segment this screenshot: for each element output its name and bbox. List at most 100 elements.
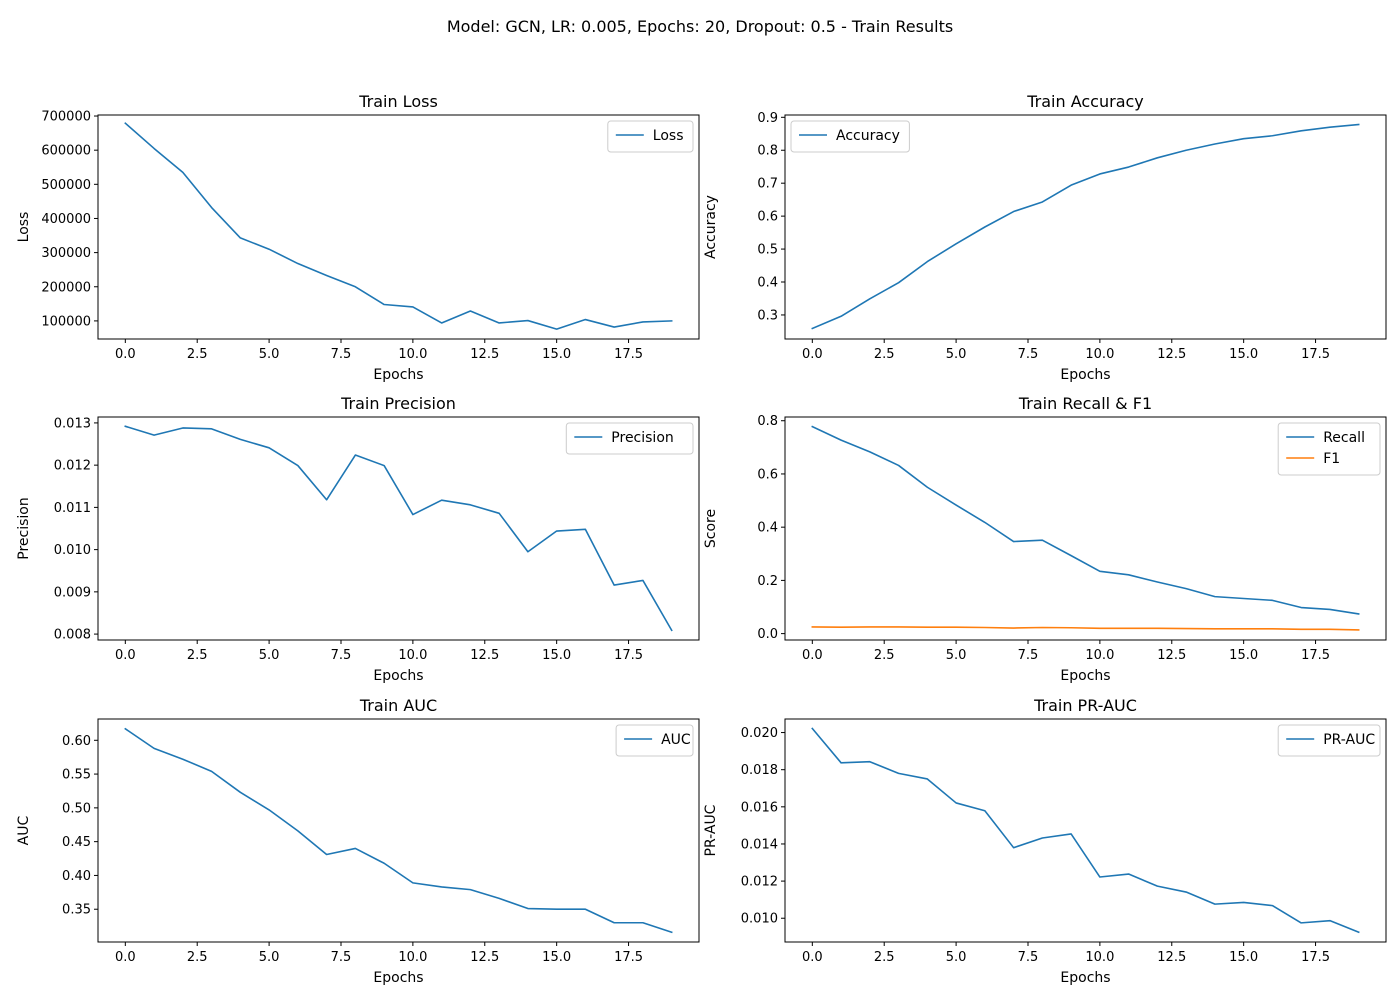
chart-0-x-tick-label: 5.0 (259, 347, 280, 362)
chart-4-y-tick-label: 0.50 (62, 801, 91, 816)
chart-4-x-tick-label: 12.5 (470, 950, 499, 965)
chart-3-legend-label-f1: F1 (1323, 451, 1340, 467)
chart-5-series-pr-auc-line (811, 727, 1360, 934)
chart-4-legend-box (615, 724, 694, 757)
chart-2-x-tick-label: 12.5 (470, 648, 499, 663)
chart-0-panel: Train Loss 0.0 2.5 5.0 7.5 10.0 12.5 15.0 17.5 10… (16, 92, 700, 383)
chart-3-legend-box (1277, 422, 1381, 476)
chart-3-x-axis-label: Epochs (1060, 668, 1110, 684)
chart-1-y-tick-label: 0.4 (757, 276, 778, 291)
chart-0-x-axis-label: Epochs (373, 367, 423, 383)
figure-title: Model: GCN, LR: 0.005, Epochs: 20, Dropo… (447, 17, 953, 36)
chart-3-y-tick-label: 0.2 (757, 574, 778, 589)
chart-3-x-tick-label: 0.0 (802, 648, 823, 663)
chart-3-x-tick-label: 12.5 (1157, 648, 1186, 663)
chart-0-legend-label-loss: Loss (653, 128, 684, 144)
chart-1-x-tick-label: 17.5 (1301, 347, 1330, 362)
chart-4-y-tick-label: 0.35 (62, 903, 91, 918)
chart-0-x-tick-label: 0.0 (115, 347, 136, 362)
chart-5-x-tick-label: 0.0 (802, 950, 823, 965)
chart-5-legend-label-pr-auc: PR-AUC (1323, 732, 1375, 748)
chart-2-x-tick-label: 15.0 (542, 648, 571, 663)
chart-2-series-precision-line (124, 425, 673, 632)
chart-1-y-tick-label: 0.5 (757, 243, 778, 258)
chart-3-legend: Recall F1 (1277, 422, 1381, 476)
chart-0-x-tick-label: 2.5 (187, 347, 208, 362)
chart-0-y-tick-label: 500000 (41, 178, 91, 193)
chart-1-legend: Accuracy (790, 120, 910, 153)
chart-4-x-axis-label: Epochs (373, 970, 423, 986)
chart-5-y-axis-label: PR-AUC (703, 804, 719, 856)
subplot-grid: Train Loss 0.0 2.5 5.0 7.5 10.0 12.5 15.0 17.5 10… (16, 92, 1387, 986)
chart-4-axes-frame (97, 718, 700, 943)
chart-2-y-tick-label: 0.008 (54, 628, 91, 643)
chart-0-axes-frame (97, 114, 700, 340)
chart-5-y-tick-label: 0.012 (741, 875, 778, 890)
chart-4-legend-label-auc: AUC (661, 732, 691, 748)
chart-4-panel: Train AUC 0.0 2.5 5.0 7.5 10.0 12.5 15.0 17.5 0.3… (16, 696, 700, 986)
chart-2-x-tick-label: 5.0 (259, 648, 280, 663)
chart-2-x-tick-label: 7.5 (331, 648, 352, 663)
chart-1-y-tick-label: 0.9 (757, 111, 778, 126)
chart-0-y-tick-label: 200000 (41, 280, 91, 295)
chart-5-y-tick-label: 0.018 (741, 763, 778, 778)
chart-2-y-tick-label: 0.011 (54, 501, 91, 516)
chart-3-legend-label-recall: Recall (1323, 430, 1365, 446)
chart-5-y-tick-label: 0.014 (741, 837, 778, 852)
chart-2-y-tick-label: 0.009 (54, 585, 91, 600)
chart-5-x-tick-label: 10.0 (1085, 950, 1114, 965)
chart-3-series-recall-line (811, 425, 1360, 615)
chart-2-y-tick-label: 0.013 (54, 416, 91, 431)
chart-3-y-tick-label: 0.8 (757, 414, 778, 429)
chart-0-y-tick-label: 100000 (41, 314, 91, 329)
chart-1-y-tick-label: 0.7 (757, 177, 778, 192)
chart-1-y-tick-label: 0.8 (757, 144, 778, 159)
chart-4-x-tick-label: 7.5 (331, 950, 352, 965)
chart-4-series-auc-line (124, 727, 673, 934)
chart-0-legend-box (607, 120, 694, 153)
chart-4-legend: AUC (615, 724, 694, 757)
chart-3-y-tick-label: 0.4 (757, 521, 778, 536)
chart-3-series-f1-line (811, 626, 1360, 631)
chart-0-y-tick-label: 600000 (41, 144, 91, 159)
chart-2-y-axis-label: Precision (16, 497, 32, 559)
chart-3-title: Train Recall & F1 (1018, 394, 1152, 413)
chart-3-panel: Train Recall & F1 0.0 2.5 5.0 7.5 10.0 12.5 15.… (703, 394, 1387, 684)
chart-4-x-tick-label: 0.0 (115, 950, 136, 965)
chart-5-x-tick-label: 7.5 (1018, 950, 1039, 965)
chart-1-panel: Train Accuracy 0.0 2.5 5.0 7.5 10.0 12.5 15.0 17… (703, 92, 1387, 383)
chart-4-y-tick-label: 0.55 (62, 768, 91, 783)
chart-2-x-tick-label: 17.5 (614, 648, 643, 663)
chart-0-x-tick-label: 7.5 (331, 347, 352, 362)
chart-3-x-tick-label: 15.0 (1229, 648, 1258, 663)
chart-4-x-tick-label: 17.5 (614, 950, 643, 965)
chart-4-x-tick-label: 2.5 (187, 950, 208, 965)
chart-5-panel: Train PR-AUC 0.0 2.5 5.0 7.5 10.0 12.5 15.0 17.5… (703, 696, 1387, 986)
chart-3-x-tick-label: 17.5 (1301, 648, 1330, 663)
chart-1-x-tick-label: 10.0 (1085, 347, 1114, 362)
chart-5-y-tick-label: 0.010 (741, 912, 778, 927)
chart-5-y-tick-label: 0.020 (741, 726, 778, 741)
chart-4-y-tick-label: 0.45 (62, 835, 91, 850)
chart-1-x-tick-label: 2.5 (874, 347, 895, 362)
chart-2-title: Train Precision (340, 394, 456, 413)
chart-1-legend-box (790, 120, 910, 153)
chart-5-x-tick-label: 12.5 (1157, 950, 1186, 965)
chart-5-x-tick-label: 5.0 (946, 950, 967, 965)
chart-5-x-tick-label: 2.5 (874, 950, 895, 965)
chart-2-x-axis-label: Epochs (373, 668, 423, 684)
chart-1-x-tick-label: 12.5 (1157, 347, 1186, 362)
chart-1-x-tick-label: 15.0 (1229, 347, 1258, 362)
chart-3-y-axis-label: Score (703, 509, 719, 548)
chart-0-series-loss-line (124, 122, 673, 330)
chart-1-y-tick-label: 0.3 (757, 308, 778, 323)
chart-3-y-tick-label: 0.0 (757, 627, 778, 642)
chart-2-y-tick-label: 0.012 (54, 459, 91, 474)
chart-4-y-tick-label: 0.40 (62, 869, 91, 884)
chart-3-y-tick-label: 0.6 (757, 467, 778, 482)
chart-4-x-tick-label: 15.0 (542, 950, 571, 965)
chart-4-y-tick-label: 0.60 (62, 734, 91, 749)
chart-5-title: Train PR-AUC (1033, 696, 1137, 715)
chart-5-axes-frame (784, 718, 1387, 943)
